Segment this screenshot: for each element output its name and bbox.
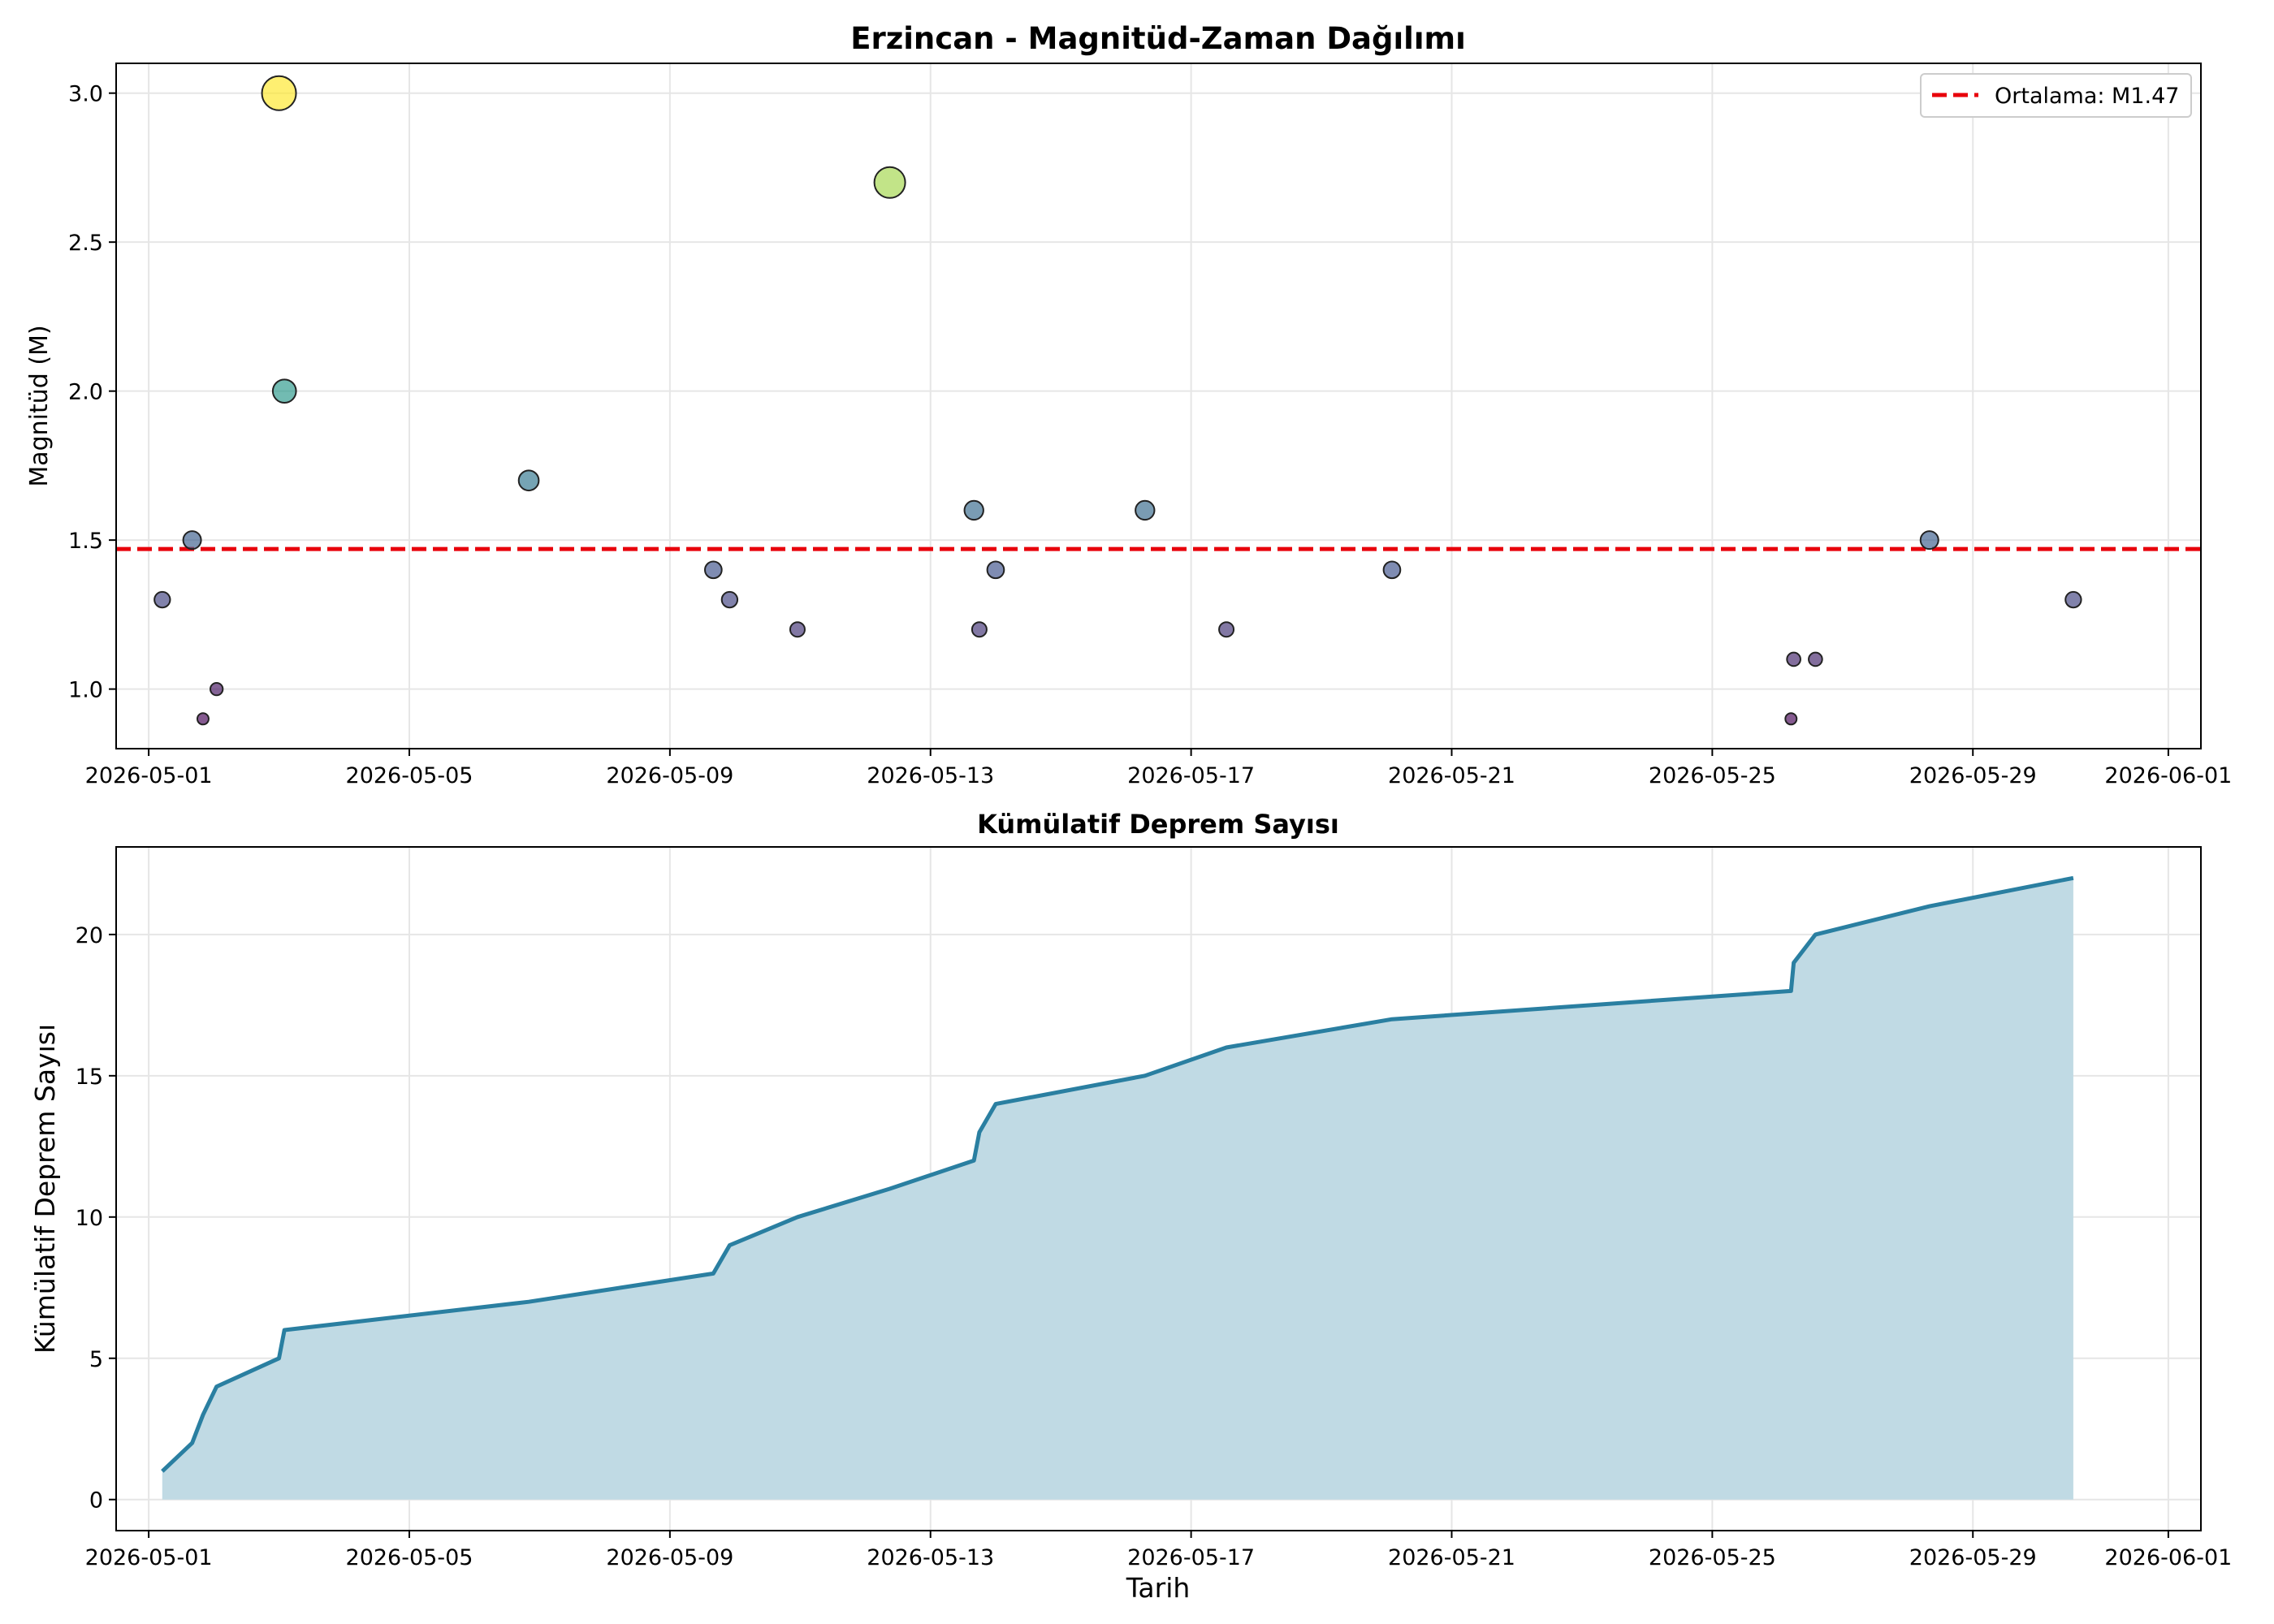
cumulative-x-ticks: 2026-05-01 2026-05-05 2026-05-09 2026-05-13… — [85, 1531, 2232, 1570]
magnitude-point — [1919, 530, 1939, 551]
cumulative-y-axis-label: Kümülatif Deprem Sayısı — [29, 1024, 61, 1354]
cumulative-y-tick-label: 0 — [89, 1488, 103, 1514]
magnitude-x-tick-label: 2026-05-29 — [1909, 763, 2037, 788]
cumulative-y-tick-label: 10 — [76, 1206, 103, 1231]
magnitude-y-axis-label: Magnitüd (M) — [25, 325, 54, 486]
cumulative-y-ticks: 0 5 10 15 20 — [76, 923, 116, 1514]
legend: Ortalama: M1.47 — [1920, 73, 2192, 118]
magnitude-point — [271, 378, 297, 404]
magnitude-point — [182, 530, 202, 551]
magnitude-y-tick-label: 2.5 — [68, 231, 103, 256]
cumulative-x-tick-label: 2026-05-05 — [346, 1545, 473, 1570]
magnitude-y-tick-label: 1.0 — [68, 678, 103, 703]
magnitude-point — [1786, 651, 1801, 667]
magnitude-point — [704, 560, 723, 580]
magnitude-point — [873, 166, 906, 199]
cumulative-x-tick-label: 2026-05-29 — [1909, 1545, 2037, 1570]
magnitude-y-ticks: 1.0 1.5 2.0 2.5 3.0 — [68, 82, 116, 703]
legend-mean-label: Ortalama: M1.47 — [1995, 84, 2179, 109]
magnitude-point — [196, 712, 210, 726]
magnitude-y-tick-label: 2.0 — [68, 380, 103, 405]
cumulative-count-panel: Kümülatif Deprem Sayısı 2026-05-01 2026-0… — [29, 809, 2232, 1604]
magnitude-points — [153, 75, 2082, 726]
magnitude-point — [1218, 621, 1235, 638]
legend-box — [1920, 73, 2192, 118]
magnitude-point — [963, 499, 984, 521]
magnitude-point — [2064, 590, 2082, 609]
magnitude-x-tick-label: 2026-05-13 — [867, 763, 994, 788]
magnitude-point — [1808, 651, 1823, 667]
magnitude-point — [210, 681, 224, 697]
magnitude-point — [789, 621, 806, 638]
cumulative-plot-frame — [115, 846, 2202, 1531]
cumulative-x-tick-label: 2026-05-17 — [1127, 1545, 1255, 1570]
magnitude-point — [1784, 712, 1798, 726]
cumulative-x-tick-label: 2026-05-01 — [85, 1545, 213, 1570]
cumulative-area-fill — [162, 878, 2073, 1500]
cumulative-y-tick-label: 20 — [76, 923, 103, 948]
magnitude-x-tick-label: 2026-06-01 — [2104, 763, 2232, 788]
magnitude-point — [986, 560, 1005, 580]
magnitude-x-tick-label: 2026-05-05 — [346, 763, 473, 788]
magnitude-plot-frame — [115, 63, 2202, 749]
magnitude-point — [261, 75, 297, 111]
magnitude-x-tick-label: 2026-05-17 — [1127, 763, 1255, 788]
magnitude-time-panel: Erzincan - Magnitüd-Zaman Dağılımı 2026-… — [25, 21, 2232, 788]
magnitude-y-tick-label: 1.5 — [68, 529, 103, 554]
cumulative-x-axis-label: Tarih — [1126, 1572, 1191, 1604]
magnitude-point — [517, 469, 540, 492]
magnitude-point — [1135, 499, 1156, 521]
magnitude-x-tick-label: 2026-05-25 — [1649, 763, 1776, 788]
cumulative-x-tick-label: 2026-05-13 — [867, 1545, 994, 1570]
magnitude-point — [153, 590, 171, 609]
magnitude-x-tick-label: 2026-05-21 — [1388, 763, 1515, 788]
magnitude-grid — [116, 63, 2201, 749]
magnitude-point — [971, 621, 988, 638]
magnitude-x-tick-label: 2026-05-09 — [606, 763, 733, 788]
magnitude-y-tick-label: 3.0 — [68, 82, 103, 107]
magnitude-x-ticks: 2026-05-01 2026-05-05 2026-05-09 2026-05-13… — [85, 749, 2232, 788]
magnitude-point — [1382, 560, 1402, 580]
cumulative-x-tick-label: 2026-06-01 — [2104, 1545, 2232, 1570]
magnitude-plot-area — [116, 63, 2201, 749]
magnitude-point — [720, 590, 739, 609]
cumulative-x-tick-label: 2026-05-09 — [606, 1545, 733, 1570]
cumulative-y-tick-label: 15 — [76, 1065, 103, 1090]
cumulative-x-tick-label: 2026-05-21 — [1388, 1545, 1515, 1570]
magnitude-x-tick-label: 2026-05-01 — [85, 763, 213, 788]
cumulative-chart-title: Kümülatif Deprem Sayısı — [977, 809, 1339, 840]
cumulative-line — [161, 875, 2074, 1473]
cumulative-y-tick-label: 5 — [89, 1347, 103, 1372]
cumulative-x-tick-label: 2026-05-25 — [1649, 1545, 1776, 1570]
magnitude-chart-title: Erzincan - Magnitüd-Zaman Dağılımı — [850, 21, 1466, 56]
